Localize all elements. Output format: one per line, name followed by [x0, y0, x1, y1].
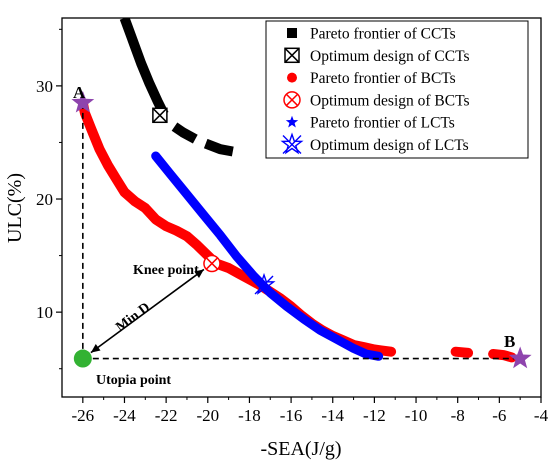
ticks-layer: -26 -24 -22 -20 -18 -16 -14 -12 -10 -8 -6 -4 10 20 30	[36, 28, 549, 425]
pareto-curve	[203, 138, 234, 157]
x-tick-label: -10	[405, 406, 428, 425]
x-tick-label: -20	[196, 406, 219, 425]
y-tick-label: 20	[36, 190, 53, 209]
legend-marker	[285, 115, 299, 128]
utopia-point-marker	[73, 349, 92, 368]
point-a-label: A	[73, 83, 86, 102]
x-tick-label: -14	[321, 406, 344, 425]
legend-marker	[287, 72, 297, 83]
x-tick-label: -16	[280, 406, 303, 425]
legend-label: Pareto frontier of LCTs	[310, 115, 455, 132]
pareto-curve	[450, 346, 474, 358]
legend-marker	[287, 28, 297, 38]
pareto-curve	[119, 18, 169, 117]
point-b-label: B	[504, 332, 515, 351]
x-tick-label: -8	[451, 406, 465, 425]
legend-label: Pareto frontier of BCTs	[310, 70, 456, 87]
optimum-marker	[252, 272, 276, 295]
x-axis-title: -SEA(J/g)	[260, 438, 341, 460]
x-tick-label: -4	[534, 406, 549, 425]
legend-label: Optimum design of LCTs	[310, 137, 469, 154]
min-d-label: Min D	[113, 300, 153, 335]
legend-label: Optimum design of BCTs	[310, 92, 470, 109]
optimum-marker	[152, 107, 168, 124]
legend-label: Optimum design of CCTs	[310, 48, 470, 65]
pareto-curve	[488, 349, 517, 363]
legend: Pareto frontier of CCTs Optimum design of…	[265, 20, 529, 159]
axes-layer	[61, 17, 542, 398]
x-tick-label: -26	[71, 406, 94, 425]
optimum-marker	[203, 254, 221, 273]
legend-label: Pareto frontier of CCTs	[310, 26, 456, 43]
y-tick-label: 30	[36, 77, 53, 96]
pareto-curve	[171, 122, 198, 144]
min-d-arrow	[90, 268, 205, 354]
markers-layer	[71, 90, 532, 369]
x-tick-label: -12	[363, 406, 386, 425]
x-tick-label: -18	[238, 406, 261, 425]
y-axis-title: ULC(%)	[4, 173, 26, 243]
legend-box	[265, 20, 529, 159]
point-b-marker	[508, 346, 532, 369]
min-d-arrowhead-utopia	[90, 344, 101, 353]
legend-marker	[283, 91, 301, 109]
legend-marker	[284, 47, 300, 64]
x-tick-label: -24	[113, 406, 136, 425]
point-a-marker	[71, 90, 95, 113]
utopia-point-label: Utopia point	[96, 373, 171, 388]
guides-layer	[82, 102, 521, 360]
knee-point-label: Knee point	[133, 263, 199, 278]
legend-marker	[280, 132, 304, 155]
pareto-curve	[151, 151, 384, 361]
x-tick-label: -22	[155, 406, 178, 425]
x-tick-label: -6	[492, 406, 506, 425]
plot-frame	[61, 17, 542, 398]
y-tick-label: 10	[36, 303, 53, 322]
min-d-arrowhead-knee	[194, 269, 204, 278]
